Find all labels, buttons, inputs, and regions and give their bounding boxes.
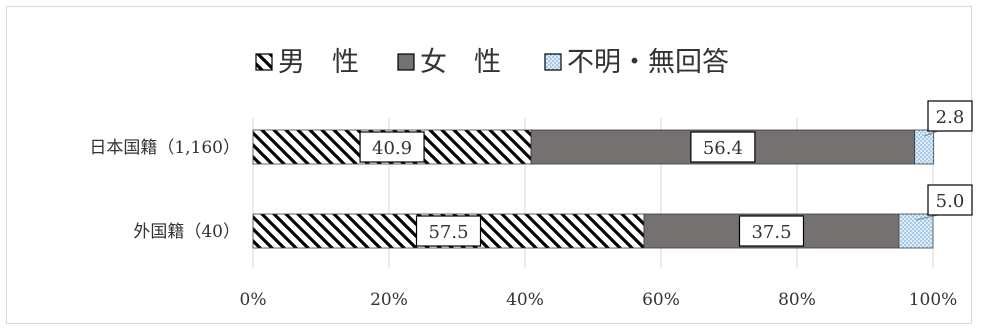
data-label-box [927, 184, 973, 216]
legend-swatch [397, 53, 415, 71]
data-label: 37.5 [751, 222, 791, 243]
data-labels: 40.9 56.4 2.8 57.5 37.5 5.0 [359, 100, 973, 247]
bar-segment [898, 213, 934, 249]
chart-frame [6, 6, 972, 324]
legend-swatch [544, 53, 562, 71]
x-tick-label: 20% [370, 290, 408, 310]
legend-swatch [255, 53, 273, 71]
data-label-box [359, 131, 425, 163]
category-label: 外国籍（40） [133, 222, 240, 242]
category-label: 日本国籍（1,160） [89, 138, 240, 158]
x-tick-label: 80% [778, 290, 816, 310]
legend-entry: 不明・無回答 [567, 47, 729, 78]
x-tick-label: 0% [240, 290, 267, 310]
legend-entry: 男 性 [278, 47, 359, 78]
data-label: 40.9 [372, 138, 412, 159]
data-label-box [690, 131, 756, 163]
leader-line [915, 214, 939, 221]
y-axis-categories: 日本国籍（1,160） 外国籍（40） [89, 138, 240, 242]
data-label: 56.4 [703, 138, 743, 159]
x-tick-label: 60% [642, 290, 680, 310]
data-label-box [927, 100, 973, 132]
bars [252, 129, 935, 249]
leader-line [923, 130, 939, 137]
bar-segment [914, 129, 935, 165]
x-axis-ticks: 0% 20% 40% 60% 80% 100% [240, 290, 958, 310]
legend-entry: 女 性 [420, 47, 501, 78]
x-tick-label: 100% [909, 290, 958, 310]
data-label: 2.8 [936, 107, 965, 128]
data-label-box [738, 215, 805, 247]
legend: 男 性 女 性 不明・無回答 [255, 47, 729, 78]
x-tick-label: 40% [506, 290, 544, 310]
data-label: 5.0 [936, 191, 965, 212]
data-label-box [415, 215, 482, 247]
data-label: 57.5 [428, 222, 468, 243]
